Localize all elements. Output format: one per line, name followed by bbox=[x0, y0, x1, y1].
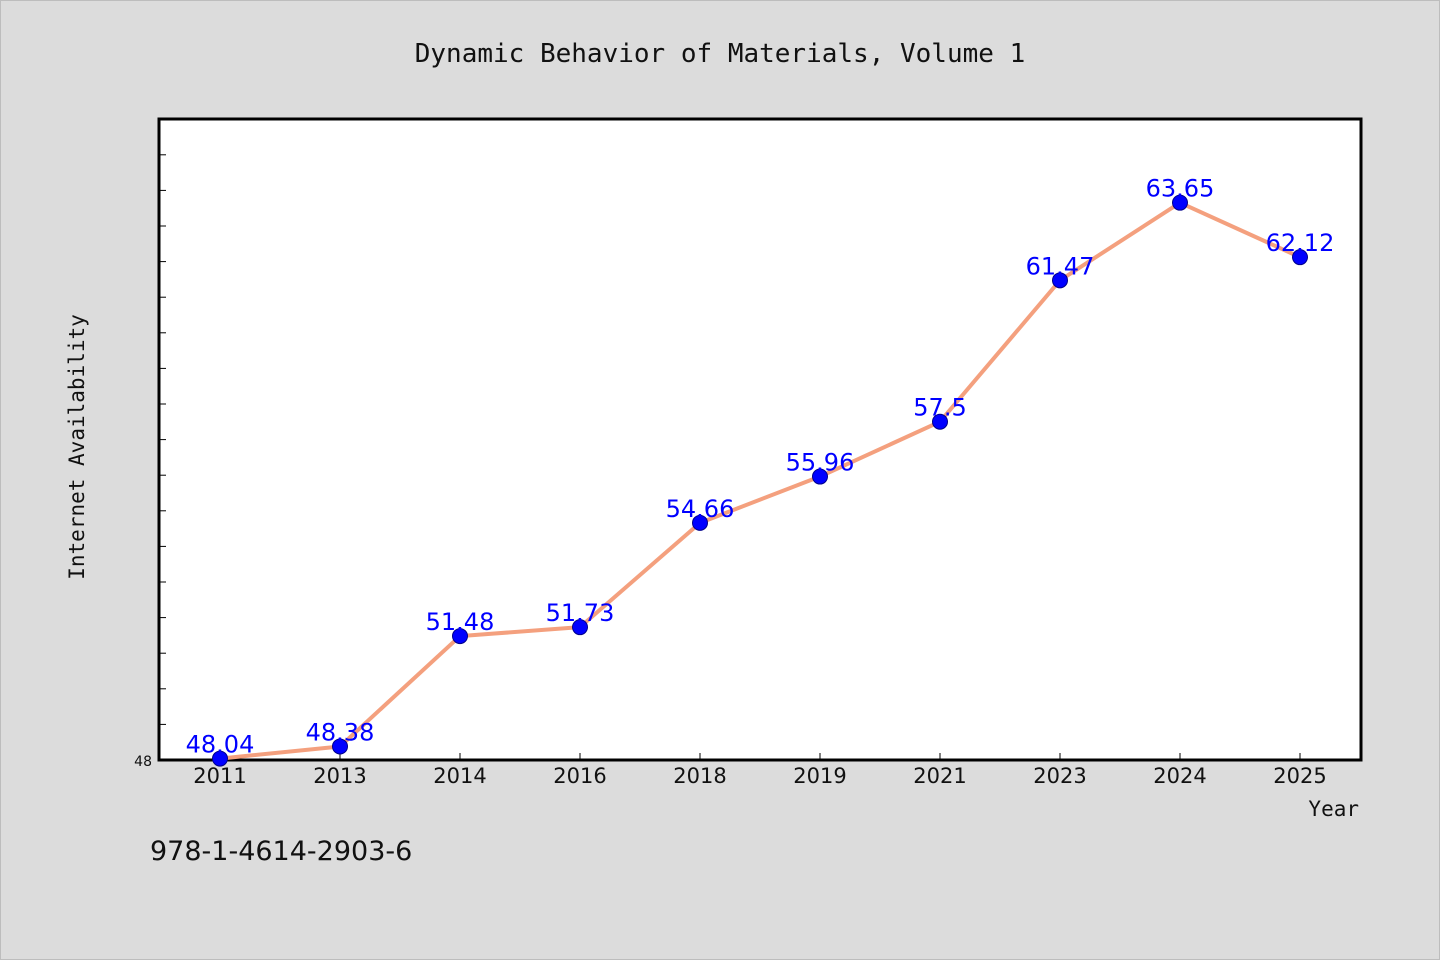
data-point-label: 61.47 bbox=[1026, 252, 1095, 280]
x-tick-label: 2014 bbox=[433, 764, 486, 788]
series-markers bbox=[212, 194, 1308, 767]
x-tick-label: 2023 bbox=[1033, 764, 1086, 788]
x-tick-label: 2019 bbox=[793, 764, 846, 788]
data-point-marker bbox=[1052, 272, 1068, 289]
data-point-marker bbox=[452, 628, 468, 645]
y-axis-label: Internet Availability bbox=[65, 314, 89, 580]
data-point-label: 63.65 bbox=[1146, 175, 1215, 203]
chart-title: Dynamic Behavior of Materials, Volume 1 bbox=[415, 39, 1025, 69]
y-axis-ticks bbox=[159, 154, 166, 761]
x-axis-label: Year bbox=[1308, 797, 1359, 821]
plot-area bbox=[157, 117, 1363, 762]
x-tick-label: 2013 bbox=[313, 764, 366, 788]
data-point-marker bbox=[1292, 249, 1308, 266]
x-tick-label: 2025 bbox=[1273, 764, 1326, 788]
data-labels: 48.04 48.38 51.48 51.73 54.66 55.96 57.5 61.47 6… bbox=[186, 175, 1335, 759]
data-point-marker bbox=[212, 750, 228, 767]
data-point-label: 48.04 bbox=[186, 731, 255, 759]
x-tick-label: 2021 bbox=[913, 764, 966, 788]
data-point-label: 54.66 bbox=[666, 495, 735, 523]
x-tick-label: 2018 bbox=[673, 764, 726, 788]
data-point-label: 62.12 bbox=[1266, 229, 1335, 257]
x-tick-label: 2016 bbox=[553, 764, 606, 788]
y-tick-label: 48 bbox=[134, 754, 152, 770]
data-point-marker bbox=[812, 468, 828, 485]
data-point-label: 51.48 bbox=[426, 608, 495, 636]
data-point-marker bbox=[692, 514, 708, 531]
data-point-marker bbox=[932, 413, 948, 430]
data-point-marker bbox=[332, 738, 348, 755]
data-point-label: 55.96 bbox=[786, 449, 855, 477]
x-tick-label: 2011 bbox=[193, 764, 246, 788]
x-tick-label: 2024 bbox=[1153, 764, 1206, 788]
data-point-marker bbox=[1172, 194, 1188, 211]
data-point-label: 48.38 bbox=[306, 718, 375, 746]
data-point-label: 57.5 bbox=[913, 394, 966, 422]
data-point-label: 51.73 bbox=[546, 599, 615, 627]
data-point-marker bbox=[572, 619, 588, 636]
series-line bbox=[219, 200, 1301, 761]
isbn-text: 978-1-4614-2903-6 bbox=[150, 836, 413, 867]
